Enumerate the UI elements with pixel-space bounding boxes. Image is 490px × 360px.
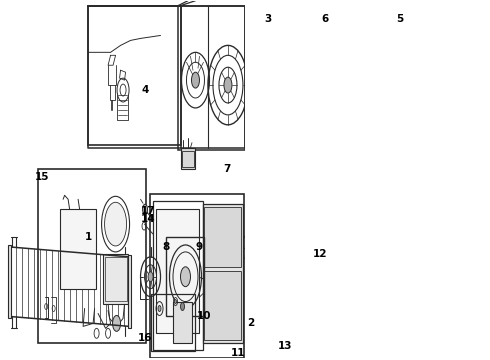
Circle shape (158, 306, 161, 311)
Circle shape (113, 315, 121, 331)
Text: 8: 8 (162, 242, 169, 252)
Text: 3: 3 (264, 14, 271, 23)
Bar (149, 194, 245, 358)
Circle shape (224, 77, 232, 93)
Text: 9: 9 (196, 242, 203, 252)
Circle shape (143, 204, 147, 214)
Text: 1: 1 (84, 232, 92, 242)
Bar (104, 257, 126, 301)
Text: 14: 14 (141, 214, 155, 224)
Bar (204, 271, 242, 340)
Text: 12: 12 (313, 249, 328, 259)
Bar (166, 237, 204, 316)
Bar (60, 209, 96, 289)
Circle shape (180, 302, 185, 310)
Circle shape (192, 72, 199, 88)
Bar (182, 150, 194, 167)
Bar (128, 255, 131, 328)
Bar (204, 207, 242, 267)
Text: 17: 17 (141, 206, 155, 216)
Text: 4: 4 (142, 85, 149, 95)
Text: 10: 10 (197, 311, 212, 321)
Circle shape (180, 267, 191, 287)
Bar (173, 302, 192, 343)
Bar (38, 170, 146, 343)
Text: 6: 6 (322, 14, 329, 23)
Text: 5: 5 (396, 14, 404, 23)
Bar (180, 148, 196, 170)
Bar (88, 6, 180, 145)
Circle shape (104, 202, 126, 246)
Circle shape (174, 300, 176, 303)
Text: 16: 16 (138, 333, 153, 343)
Circle shape (148, 272, 153, 282)
Text: 7: 7 (223, 165, 230, 175)
Bar (103, 254, 128, 303)
Bar (203, 204, 243, 343)
Bar (150, 294, 196, 351)
Text: 15: 15 (34, 172, 49, 183)
Text: 11: 11 (231, 348, 245, 358)
Bar (155, 209, 199, 333)
Bar (8, 245, 11, 319)
Bar (153, 201, 203, 350)
Text: 13: 13 (278, 341, 293, 351)
Text: 2: 2 (247, 318, 254, 328)
